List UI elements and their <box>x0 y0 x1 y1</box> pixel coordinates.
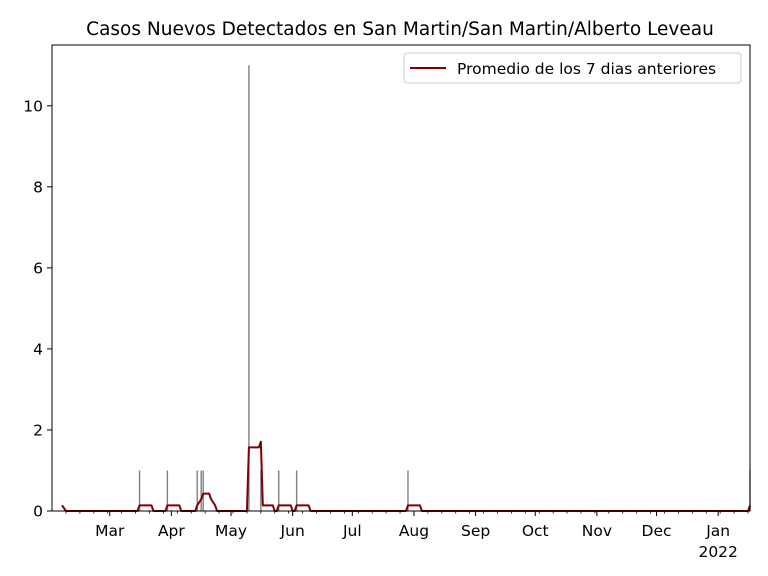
average-line-0 <box>61 440 751 512</box>
plot-frame <box>51 44 751 512</box>
y-tick-label-4: 4 <box>33 340 43 358</box>
average-line-layer <box>61 440 751 512</box>
x-tick-label-9: Dec <box>642 522 672 540</box>
x-tick-label-1: Apr <box>158 522 185 540</box>
x-tick-label-6: Sep <box>461 522 490 540</box>
y-tick-label-8: 8 <box>33 178 43 196</box>
x-tick-label-10: Jan <box>705 522 730 540</box>
y-tick-label-6: 6 <box>33 259 43 277</box>
x-tick-label-7: Oct <box>522 522 549 540</box>
chart-title: Casos Nuevos Detectados en San Martin/Sa… <box>86 19 714 40</box>
x-tick-label-2: May <box>215 522 247 540</box>
y-tick-label-10: 10 <box>23 97 43 115</box>
y-tick-label-0: 0 <box>33 503 43 521</box>
x-tick-label-4: Jul <box>342 522 362 540</box>
y-tick-label-2: 2 <box>33 421 43 439</box>
legend-box <box>403 52 742 84</box>
x-tick-label-8: Nov <box>582 522 612 540</box>
x-tick-label-3: Jun <box>280 522 305 540</box>
x-tick-label-5: Aug <box>399 522 429 540</box>
legend-label-average: Promedio de los 7 dias anteriores <box>457 60 716 78</box>
x-tick-label-0: Mar <box>95 522 125 540</box>
x-tick-sublabel-10: 2022 <box>698 543 737 561</box>
x-axis: Mar Apr May Jun Jul Aug Sep Oct Nov Dec Jan 2022 <box>65 511 749 561</box>
y-axis: 0 2 4 6 8 10 <box>23 97 52 521</box>
legend: Promedio de los 7 dias anteriores <box>403 52 742 84</box>
